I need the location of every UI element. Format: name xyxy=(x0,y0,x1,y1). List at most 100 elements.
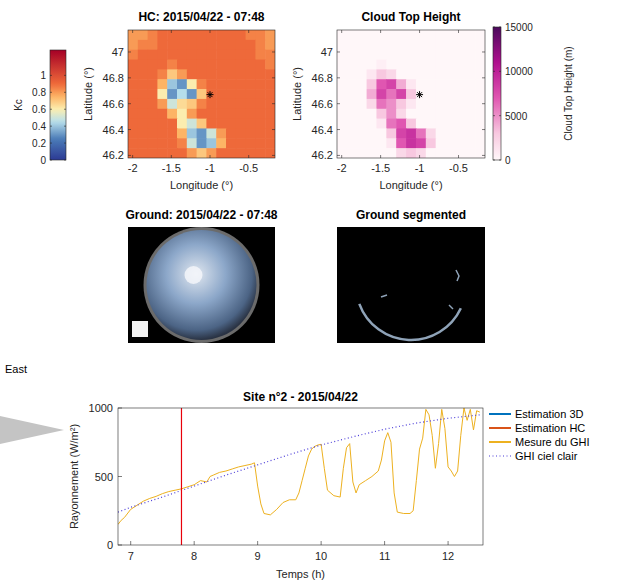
cell xyxy=(167,30,177,40)
cell xyxy=(386,109,396,119)
cell xyxy=(177,109,187,119)
cell xyxy=(376,138,386,148)
colorbar-tick-label: 0.8 xyxy=(32,87,46,98)
cell xyxy=(167,128,177,138)
cell xyxy=(187,148,197,158)
cell xyxy=(265,109,275,119)
y-axis-title: Latitude (°) xyxy=(291,67,303,121)
cell xyxy=(148,128,158,138)
cell xyxy=(465,99,475,109)
site-marker xyxy=(207,91,214,98)
cell xyxy=(226,119,236,129)
cell xyxy=(337,109,347,119)
segmented-cloud xyxy=(381,295,387,297)
cell xyxy=(347,30,357,40)
colorbar-tick xyxy=(50,143,52,144)
cell xyxy=(475,148,485,158)
cell xyxy=(138,138,148,148)
cell xyxy=(367,99,377,109)
cell xyxy=(216,128,226,138)
cell xyxy=(455,30,465,40)
x-tick xyxy=(458,155,459,158)
cell xyxy=(396,50,406,60)
cell xyxy=(436,69,446,79)
cell xyxy=(167,50,177,60)
cell xyxy=(236,40,246,50)
cell xyxy=(187,119,197,129)
cell xyxy=(406,40,416,50)
cell xyxy=(396,40,406,50)
cell xyxy=(255,109,265,119)
line-panel: 78910111205001000Site n°2 - 2015/04/22Te… xyxy=(68,390,590,580)
x-tick-label: -1 xyxy=(205,162,215,174)
cell xyxy=(206,128,216,138)
cell xyxy=(396,69,406,79)
cell xyxy=(265,69,275,79)
cell xyxy=(255,138,265,148)
cell xyxy=(455,50,465,60)
colorbar-tick xyxy=(50,75,52,76)
cell xyxy=(187,40,197,50)
cell xyxy=(406,128,416,138)
cell xyxy=(197,60,207,70)
cell xyxy=(197,148,207,158)
legend-swatch xyxy=(489,427,511,429)
cell xyxy=(396,79,406,89)
cell xyxy=(197,69,207,79)
cell xyxy=(177,30,187,40)
cell xyxy=(138,89,148,99)
cell xyxy=(436,30,446,40)
cell xyxy=(436,89,446,99)
cell xyxy=(367,60,377,70)
cell xyxy=(455,128,465,138)
x-tick-label: -0.5 xyxy=(239,162,258,174)
cell xyxy=(475,60,485,70)
colorbar-tick xyxy=(64,92,66,93)
y-tick xyxy=(118,408,122,409)
segmented-cloud xyxy=(359,304,461,340)
cell xyxy=(197,138,207,148)
cell xyxy=(128,128,138,138)
y-tick-label: 46.8 xyxy=(312,72,333,84)
cell xyxy=(206,60,216,70)
cell xyxy=(236,99,246,109)
y-tick-label: 46.6 xyxy=(103,98,124,110)
cell xyxy=(426,89,436,99)
colorbar-tick-label: 0.6 xyxy=(32,104,46,115)
cell xyxy=(357,119,367,129)
cell xyxy=(187,79,197,89)
cell xyxy=(465,60,475,70)
cell xyxy=(236,79,246,89)
cell xyxy=(157,128,167,138)
cell xyxy=(148,99,158,109)
image-background xyxy=(128,227,275,343)
time-cursor xyxy=(181,408,182,545)
cell xyxy=(177,79,187,89)
cell xyxy=(157,148,167,158)
cell xyxy=(347,89,357,99)
x-tick xyxy=(419,30,420,33)
x-tick xyxy=(419,155,420,158)
legend-label: Estimation 3D xyxy=(515,408,584,420)
x-tick-label: -2 xyxy=(128,162,138,174)
cell xyxy=(265,128,275,138)
colorbar-title: Kc xyxy=(13,99,24,111)
cell xyxy=(265,148,275,158)
cell xyxy=(216,99,226,109)
x-tick xyxy=(384,541,385,545)
cell xyxy=(148,138,158,148)
cell xyxy=(157,109,167,119)
y-tick-label: 46.4 xyxy=(103,124,124,136)
cell xyxy=(475,109,485,119)
cell xyxy=(216,50,226,60)
cell xyxy=(426,128,436,138)
cell xyxy=(148,148,158,158)
sky-image-panel: Ground: 2015/04/22 - 07:48 xyxy=(125,208,277,343)
cell xyxy=(255,60,265,70)
cell xyxy=(157,89,167,99)
colorbar-tick xyxy=(499,71,501,72)
cell xyxy=(367,109,377,119)
cell xyxy=(206,50,216,60)
cell xyxy=(226,128,236,138)
cell xyxy=(426,60,436,70)
